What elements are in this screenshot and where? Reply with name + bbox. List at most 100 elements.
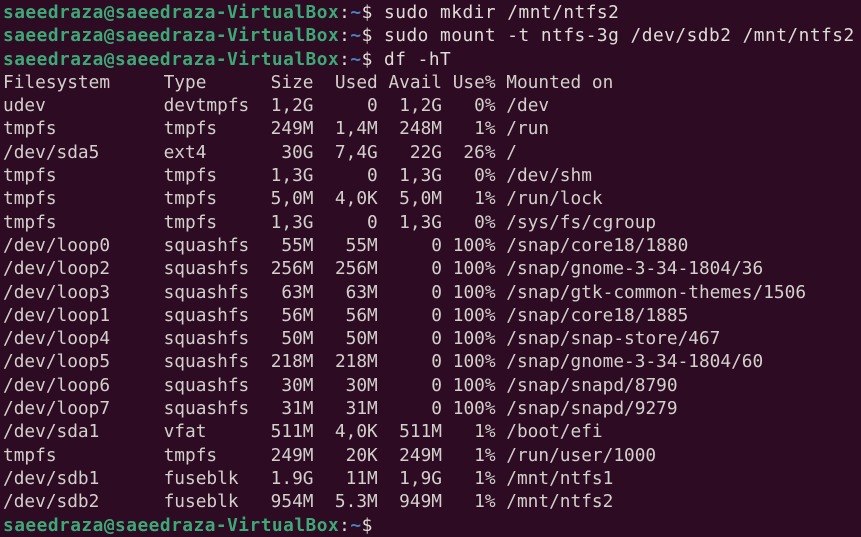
col-filesystem: tmpfs bbox=[3, 188, 57, 210]
prompt-line: saeedraza@saeedraza-VirtualBox:~$ sudo m… bbox=[3, 24, 861, 47]
col-size: 1.9G bbox=[270, 467, 314, 489]
col-type: squashfs bbox=[163, 398, 250, 420]
col-use-percent: 0% bbox=[474, 211, 496, 233]
col-use-percent: 0% bbox=[474, 165, 496, 187]
prompt-symbol: $ bbox=[361, 2, 385, 23]
df-table-row: /dev/sdb1 fuseblk 1.9G 11M 1,9G 1% /mnt/… bbox=[3, 467, 861, 490]
col-use-percent: 100% bbox=[452, 398, 496, 420]
df-header-row: Filesystem Type Size Used Avail Use% Mou… bbox=[3, 71, 861, 94]
col-size: 30M bbox=[281, 374, 314, 396]
col-mounted-on: /snap/core18/1885 bbox=[506, 304, 689, 326]
col-size: 5,0M bbox=[270, 188, 314, 210]
col-used: 7,4G bbox=[334, 141, 378, 163]
col-avail: 0 bbox=[431, 351, 443, 373]
col-mounted-on: /snap/snapd/8790 bbox=[506, 374, 678, 396]
col-size: 31M bbox=[281, 398, 314, 420]
col-type: tmpfs bbox=[163, 188, 218, 210]
prompt-path: ~ bbox=[350, 48, 362, 70]
col-type: squashfs bbox=[163, 351, 250, 373]
col-avail: 0 bbox=[431, 304, 443, 326]
col-use-percent: 100% bbox=[452, 304, 496, 326]
col-avail: 949M bbox=[399, 491, 442, 513]
col-type: squashfs bbox=[163, 234, 250, 256]
df-table-row: /dev/loop7 squashfs 31M 31M 0 100% /snap… bbox=[3, 397, 861, 420]
col-avail: 5,0M bbox=[399, 188, 442, 210]
df-table-row: tmpfs tmpfs 249M 20K 249M 1% /run/user/1… bbox=[3, 444, 861, 467]
col-filesystem: /dev/loop3 bbox=[3, 281, 111, 303]
col-used: 0 bbox=[367, 165, 378, 187]
prompt-user-host: saeedraza@saeedraza-VirtualBox bbox=[3, 48, 340, 70]
prompt-user-host: saeedraza@saeedraza-VirtualBox bbox=[3, 25, 340, 47]
col-filesystem: /dev/loop5 bbox=[3, 351, 111, 373]
col-used: 11M bbox=[345, 467, 378, 489]
col-use-percent: 100% bbox=[452, 351, 496, 373]
col-mounted-on: /snap/core18/1880 bbox=[506, 234, 689, 256]
col-filesystem: /dev/loop6 bbox=[3, 374, 111, 396]
col-mounted-on: /run/user/1000 bbox=[506, 444, 657, 466]
col-use-percent: 1% bbox=[474, 421, 496, 443]
col-type: fuseblk bbox=[163, 467, 239, 489]
col-filesystem: /dev/sda5 bbox=[3, 141, 100, 163]
prompt-path: ~ bbox=[350, 514, 362, 536]
col-mounted-on: Mounted on bbox=[506, 71, 614, 93]
col-size: 511M bbox=[270, 421, 314, 443]
col-size: 1,3G bbox=[270, 211, 314, 233]
df-table-row: /dev/loop2 squashfs 256M 256M 0 100% /sn… bbox=[3, 257, 861, 280]
col-use-percent: 26% bbox=[463, 141, 496, 163]
col-filesystem: udev bbox=[3, 95, 46, 117]
df-table-row: tmpfs tmpfs 249M 1,4M 248M 1% /run bbox=[3, 117, 861, 140]
col-mounted-on: / bbox=[506, 141, 517, 163]
col-use-percent: 1% bbox=[474, 467, 496, 489]
col-used: 63M bbox=[345, 281, 378, 303]
col-filesystem: /dev/loop7 bbox=[3, 398, 111, 420]
col-type: tmpfs bbox=[163, 444, 218, 466]
df-table-row: /dev/loop0 squashfs 55M 55M 0 100% /snap… bbox=[3, 234, 861, 257]
prompt-path: ~ bbox=[350, 25, 362, 47]
col-avail: 1,9G bbox=[399, 467, 442, 489]
col-filesystem: /dev/sdb1 bbox=[3, 467, 100, 489]
col-size: 30G bbox=[281, 141, 314, 163]
col-used: 0 bbox=[367, 95, 378, 117]
col-type: tmpfs bbox=[163, 165, 218, 187]
col-size: 50M bbox=[281, 328, 314, 350]
df-table-row: /dev/loop1 squashfs 56M 56M 0 100% /snap… bbox=[3, 304, 861, 327]
prompt-path: ~ bbox=[350, 2, 362, 23]
col-size: 1,2G bbox=[270, 95, 314, 117]
df-table-row: tmpfs tmpfs 1,3G 0 1,3G 0% /sys/fs/cgrou… bbox=[3, 211, 861, 234]
prompt-colon: : bbox=[339, 2, 351, 23]
col-used: 218M bbox=[334, 351, 378, 373]
prompt-colon: : bbox=[339, 48, 351, 70]
df-table-row: /dev/loop3 squashfs 63M 63M 0 100% /snap… bbox=[3, 281, 861, 304]
prompt-user-host: saeedraza@saeedraza-VirtualBox bbox=[3, 2, 340, 23]
col-used: 30M bbox=[345, 374, 378, 396]
col-size: Size bbox=[270, 71, 314, 93]
prompt-colon: : bbox=[339, 25, 351, 47]
col-avail: 511M bbox=[399, 421, 442, 443]
col-avail: 248M bbox=[399, 118, 442, 140]
col-used: 20K bbox=[345, 444, 378, 466]
df-table-row: /dev/sda1 vfat 511M 4,0K 511M 1% /boot/e… bbox=[3, 420, 861, 443]
col-mounted-on: /dev bbox=[506, 95, 550, 117]
col-size: 256M bbox=[270, 258, 314, 280]
col-avail: 1,3G bbox=[399, 211, 442, 233]
col-filesystem: tmpfs bbox=[3, 118, 57, 140]
col-avail: 0 bbox=[431, 398, 443, 420]
col-use-percent: Use% bbox=[452, 71, 496, 93]
col-type: ext4 bbox=[163, 141, 207, 163]
col-mounted-on: /mnt/ntfs1 bbox=[506, 467, 614, 489]
command-text: df -hT bbox=[384, 48, 452, 70]
col-use-percent: 1% bbox=[474, 491, 496, 513]
col-mounted-on: /boot/efi bbox=[506, 421, 603, 443]
prompt-symbol: $ bbox=[361, 25, 385, 47]
col-mounted-on: /sys/fs/cgroup bbox=[506, 211, 657, 233]
col-type: tmpfs bbox=[163, 211, 218, 233]
prompt-symbol: $ bbox=[361, 48, 385, 70]
col-size: 1,3G bbox=[270, 165, 314, 187]
col-use-percent: 0% bbox=[474, 95, 496, 117]
df-table-row: /dev/loop6 squashfs 30M 30M 0 100% /snap… bbox=[3, 374, 861, 397]
df-table-row: /dev/sda5 ext4 30G 7,4G 22G 26% / bbox=[3, 141, 861, 164]
col-filesystem: /dev/sda1 bbox=[3, 421, 100, 443]
col-mounted-on: /run bbox=[506, 118, 550, 140]
col-avail: 0 bbox=[431, 281, 443, 303]
